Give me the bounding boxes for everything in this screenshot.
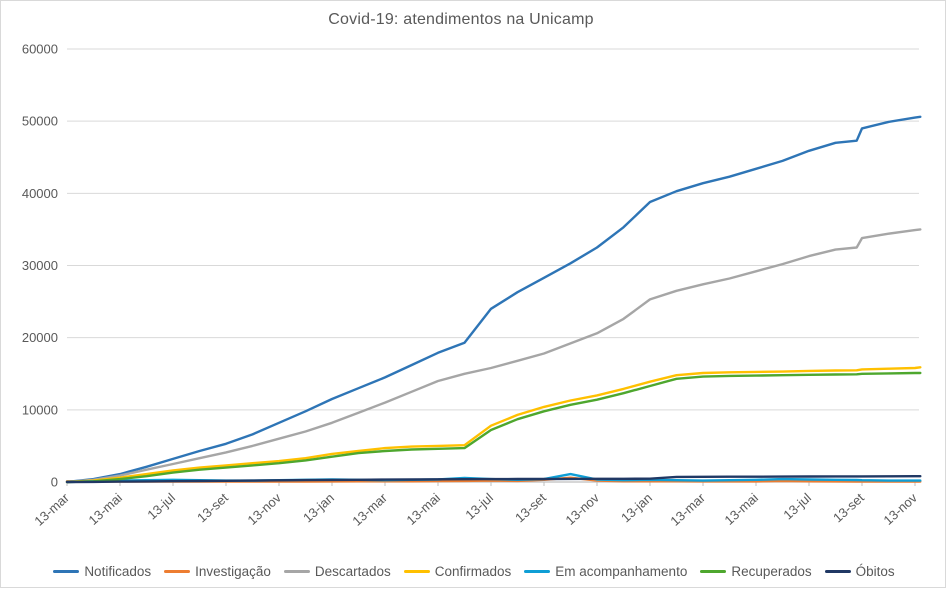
legend-swatch-icon [164,569,191,574]
legend-label: Notificados [84,564,152,579]
legend-swatch-icon [53,569,80,574]
x-axis-label: 13-jul [462,490,496,522]
x-axis-label: 13-set [512,490,549,526]
y-axis-label: 20000 [22,330,58,345]
series-line-confirmados [65,366,922,484]
legend-label: Descartados [314,564,391,579]
y-axis-label: 10000 [22,402,58,417]
x-axis-label: 13-jul [144,490,178,522]
y-axis-label: 0 [51,475,58,490]
y-axis-label: 50000 [22,114,58,129]
x-axis-label: 13-mai [721,490,761,528]
y-axis-label: 30000 [22,258,58,273]
x-axis-label: 13-jan [300,490,337,525]
x-axis-label: 13-mar [31,490,72,529]
x-axis-label: 13-nov [562,490,602,528]
chart-legend: Notificados Investigação Descartados Confir… [1,564,946,579]
series-line-recuperados [65,371,922,484]
x-axis-label: 13-mai [403,490,443,528]
x-axis-label: 13-mar [667,490,708,529]
legend-label: Em acompanhamento [555,564,688,579]
legend-item-notificados: Notificados [53,564,151,579]
legend-swatch-icon [283,569,310,574]
legend-label: Recuperados [731,564,812,579]
legend-swatch-icon [403,569,430,574]
chart-title: Covid-19: atendimentos na Unicamp [328,11,594,28]
legend-item-em-acompanhamento: Em acompanhamento [524,564,687,579]
legend-swatch-icon [700,569,727,574]
legend-swatch-icon [524,569,551,574]
x-axis-label: 13-mar [349,490,390,529]
series-line-óbitos [65,475,922,484]
y-axis-label: 40000 [22,186,58,201]
y-axis-label: 60000 [22,42,58,57]
x-axis-label: 13-nov [244,490,284,528]
x-axis-label: 13-set [194,490,231,526]
legend-swatch-icon [824,569,851,574]
legend-label: Óbitos [855,564,895,579]
legend-item-óbitos: Óbitos [824,564,895,579]
x-axis-label: 13-mai [85,490,125,528]
series-line-descartados [65,228,922,484]
x-axis-label: 13-jul [780,490,814,522]
legend-item-recuperados: Recuperados [700,564,812,579]
legend-item-investigação: Investigação [164,564,271,579]
legend-label: Investigação [195,564,271,579]
legend-label: Confirmados [434,564,512,579]
legend-item-descartados: Descartados [283,564,391,579]
legend-item-confirmados: Confirmados [403,564,512,579]
x-axis-label: 13-jan [618,490,655,525]
series-line-notificados [65,115,922,484]
x-axis-label: 13-nov [880,490,920,528]
x-axis-label: 13-set [830,490,867,526]
